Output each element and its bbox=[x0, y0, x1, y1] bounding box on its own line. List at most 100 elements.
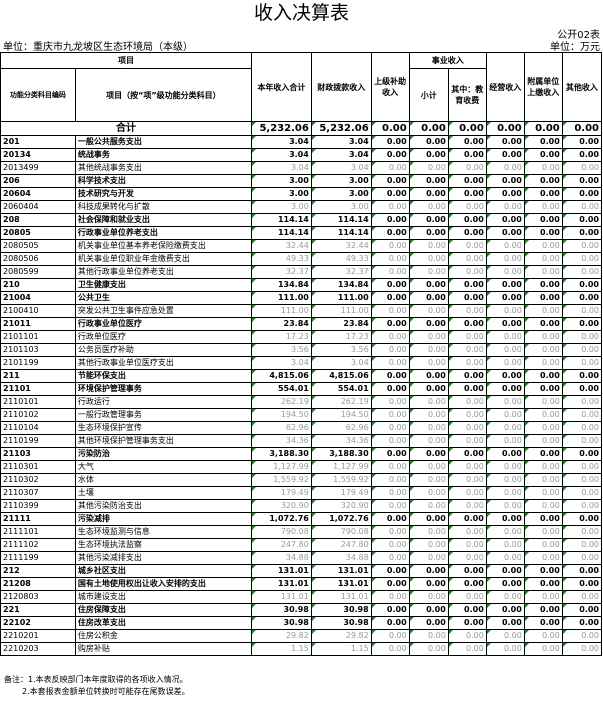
row-fiscal: 32.37 bbox=[310, 265, 372, 279]
table-row: 2080599 其他行政事业单位养老支出 32.37 32.37 0.00 0.00 0.0… bbox=[0, 265, 603, 279]
row-zero-value: 0.00 bbox=[485, 161, 525, 175]
total-value: 0.00 bbox=[523, 121, 563, 136]
row-zero-value: 0.00 bbox=[523, 304, 563, 318]
row-zero-value: 0.00 bbox=[408, 577, 449, 591]
row-zero-value: 0.00 bbox=[408, 382, 449, 396]
row-fiscal: 1.15 bbox=[310, 642, 372, 656]
row-zero-value: 0.00 bbox=[370, 421, 410, 435]
row-zero-value: 0.00 bbox=[447, 408, 487, 422]
row-code: 20134 bbox=[0, 148, 76, 162]
row-name: 水体 bbox=[74, 473, 252, 487]
row-zero-value: 0.00 bbox=[523, 395, 563, 409]
row-zero-value: 0.00 bbox=[561, 408, 603, 422]
header-education: 其中：教育收费 bbox=[447, 68, 487, 122]
row-zero-value: 0.00 bbox=[447, 499, 487, 513]
header-item: 项目 bbox=[0, 52, 252, 69]
row-zero-value: 0.00 bbox=[523, 330, 563, 344]
row-fiscal: 3.04 bbox=[310, 161, 372, 175]
table-row: 22102 住房改革支出 30.98 30.98 0.00 0.00 0.00 0.00 0.0… bbox=[0, 616, 603, 630]
row-fiscal: 3.56 bbox=[310, 343, 372, 357]
row-zero-value: 0.00 bbox=[370, 265, 410, 279]
row-zero-value: 0.00 bbox=[561, 213, 603, 227]
row-zero-value: 0.00 bbox=[447, 577, 487, 591]
row-zero-value: 0.00 bbox=[523, 148, 563, 162]
row-zero-value: 0.00 bbox=[370, 616, 410, 630]
row-zero-value: 0.00 bbox=[523, 616, 563, 630]
row-code: 2101199 bbox=[0, 356, 76, 370]
row-zero-value: 0.00 bbox=[408, 395, 449, 409]
row-fiscal: 3,188.30 bbox=[310, 447, 372, 461]
row-code: 2110102 bbox=[0, 408, 76, 422]
row-zero-value: 0.00 bbox=[523, 590, 563, 604]
row-zero-value: 0.00 bbox=[485, 473, 525, 487]
row-zero-value: 0.00 bbox=[485, 525, 525, 539]
row-fiscal: 34.36 bbox=[310, 434, 372, 448]
row-zero-value: 0.00 bbox=[561, 486, 603, 500]
total-value: 0.00 bbox=[370, 121, 410, 136]
row-code: 2101101 bbox=[0, 330, 76, 344]
row-zero-value: 0.00 bbox=[370, 187, 410, 201]
row-fiscal: 179.49 bbox=[310, 486, 372, 500]
row-zero-value: 0.00 bbox=[370, 369, 410, 383]
row-name: 科技成果转化与扩散 bbox=[74, 200, 252, 214]
row-zero-value: 0.00 bbox=[408, 642, 449, 656]
row-total: 30.98 bbox=[250, 603, 312, 617]
row-fiscal: 23.84 bbox=[310, 317, 372, 331]
row-fiscal: 30.98 bbox=[310, 616, 372, 630]
row-total: 247.80 bbox=[250, 538, 312, 552]
row-zero-value: 0.00 bbox=[370, 135, 410, 149]
row-zero-value: 0.00 bbox=[561, 382, 603, 396]
row-zero-value: 0.00 bbox=[561, 551, 603, 565]
row-zero-value: 0.00 bbox=[561, 499, 603, 513]
row-zero-value: 0.00 bbox=[485, 213, 525, 227]
row-zero-value: 0.00 bbox=[485, 148, 525, 162]
row-zero-value: 0.00 bbox=[370, 317, 410, 331]
row-fiscal: 131.01 bbox=[310, 577, 372, 591]
row-code: 2110302 bbox=[0, 473, 76, 487]
row-zero-value: 0.00 bbox=[485, 330, 525, 344]
row-zero-value: 0.00 bbox=[408, 512, 449, 526]
row-name: 行政事业单位养老支出 bbox=[74, 226, 252, 240]
row-zero-value: 0.00 bbox=[370, 291, 410, 305]
table-row: 2100410 突发公共卫生事件应急处置 111.00 111.00 0.00 0.00 0… bbox=[0, 304, 603, 318]
row-total: 131.01 bbox=[250, 577, 312, 591]
header-fiscal: 财政拨款收入 bbox=[310, 52, 372, 122]
row-zero-value: 0.00 bbox=[561, 590, 603, 604]
row-fiscal: 194.50 bbox=[310, 408, 372, 422]
row-zero-value: 0.00 bbox=[485, 382, 525, 396]
row-zero-value: 0.00 bbox=[408, 460, 449, 474]
row-fiscal: 554.01 bbox=[310, 382, 372, 396]
row-total: 17.23 bbox=[250, 330, 312, 344]
row-zero-value: 0.00 bbox=[561, 174, 603, 188]
row-zero-value: 0.00 bbox=[561, 252, 603, 266]
row-zero-value: 0.00 bbox=[523, 317, 563, 331]
table-row: 2111102 生态环境执法监察 247.80 247.80 0.00 0.00 0.00 0… bbox=[0, 538, 603, 552]
table-row: 2120803 城市建设支出 131.01 131.01 0.00 0.00 0.00 0.0… bbox=[0, 590, 603, 604]
table-row: 2080505 机关事业单位基本养老保险缴费支出 32.44 32.44 0.00 0.0… bbox=[0, 239, 603, 253]
row-zero-value: 0.00 bbox=[485, 486, 525, 500]
row-zero-value: 0.00 bbox=[408, 161, 449, 175]
row-zero-value: 0.00 bbox=[447, 200, 487, 214]
row-zero-value: 0.00 bbox=[485, 577, 525, 591]
header-superior: 上级补助收入 bbox=[370, 52, 410, 122]
row-zero-value: 0.00 bbox=[561, 512, 603, 526]
row-zero-value: 0.00 bbox=[408, 174, 449, 188]
row-total: 3,188.30 bbox=[250, 447, 312, 461]
row-code: 2111102 bbox=[0, 538, 76, 552]
row-zero-value: 0.00 bbox=[447, 369, 487, 383]
header-affiliated: 附属单位上缴收入 bbox=[523, 52, 563, 122]
row-name: 一般公共服务支出 bbox=[74, 135, 252, 149]
row-zero-value: 0.00 bbox=[370, 447, 410, 461]
row-name: 生态环境保护宣传 bbox=[74, 421, 252, 435]
row-zero-value: 0.00 bbox=[561, 330, 603, 344]
row-total: 554.01 bbox=[250, 382, 312, 396]
total-value: 0.00 bbox=[561, 121, 603, 136]
row-name: 住房改革支出 bbox=[74, 616, 252, 630]
row-code: 2111101 bbox=[0, 525, 76, 539]
row-zero-value: 0.00 bbox=[523, 421, 563, 435]
row-fiscal: 17.23 bbox=[310, 330, 372, 344]
header-name: 项目（按“项”级功能分类科目） bbox=[74, 68, 252, 122]
table-row: 2080506 机关事业单位职业年金缴费支出 49.33 49.33 0.00 0.00 0… bbox=[0, 252, 603, 266]
row-fiscal: 3.04 bbox=[310, 356, 372, 370]
